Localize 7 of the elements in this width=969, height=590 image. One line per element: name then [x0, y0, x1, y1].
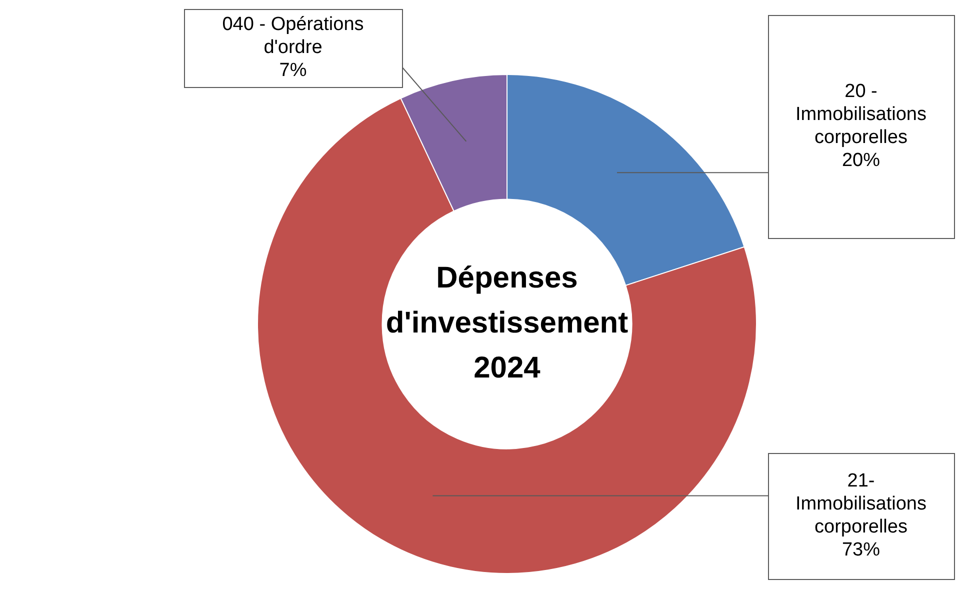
data-label: 73% [842, 540, 880, 561]
text: Dépenses d'investissement 2024 [386, 261, 628, 384]
slice-label: 20 - Immobilisations corporelles [796, 81, 926, 148]
slice-label: 21- Immobilisations corporelles [796, 470, 926, 538]
data-label: 20% [842, 150, 880, 172]
data-label: 7% [279, 60, 307, 82]
slice-label: 040 - Opérations d'ordre [222, 14, 364, 58]
